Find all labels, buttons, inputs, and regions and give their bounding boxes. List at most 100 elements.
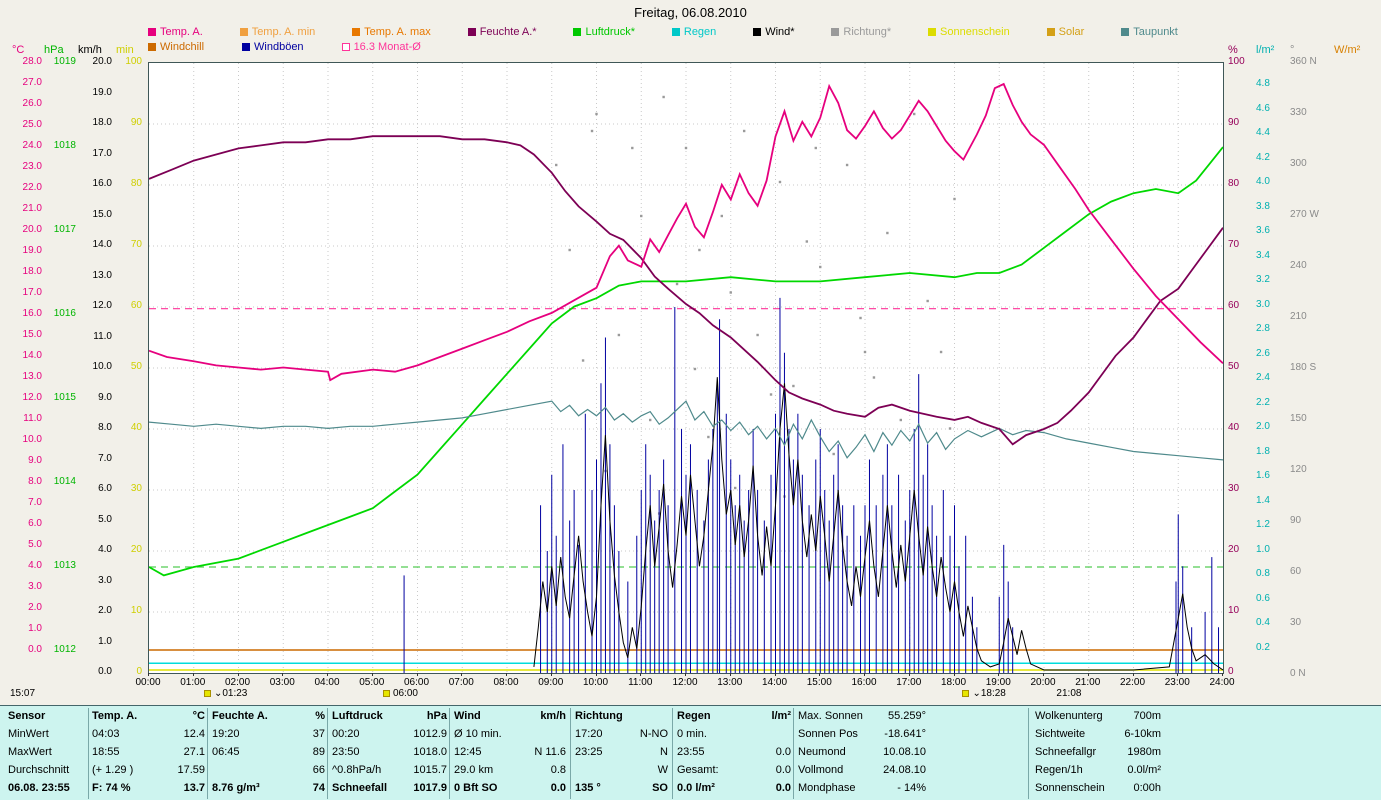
cell-right: 12.4: [183, 728, 205, 740]
axis-temp-tick: 4.0: [28, 560, 42, 571]
x-tick-mark: [1222, 673, 1223, 676]
x-tick-mark: [864, 673, 865, 676]
group-header: Regen l/m²: [677, 709, 791, 723]
axis-rain-tick: 2.0: [1256, 421, 1270, 432]
axis-rain-tick: 2.2: [1256, 396, 1270, 408]
info-label: Max. Sonnen: [798, 710, 863, 722]
axis-hpa-tick: 1013: [53, 560, 76, 571]
axis-pct-tick: 90: [1228, 117, 1240, 128]
cell-right: N: [660, 746, 668, 758]
axis-kmh-tick: 11.0: [93, 330, 112, 342]
axis-hpa-tick: 1015: [53, 392, 76, 403]
cell-left: 0.0 l/m²: [677, 782, 715, 794]
legend-item-wind: Wind*: [753, 26, 795, 38]
axis-deg-tick: 210: [1290, 311, 1307, 322]
axis-hpa-tick: 1017: [53, 224, 76, 235]
axis-kmh-tick: 16.0: [92, 178, 112, 189]
group-row: 29.0 km 0.8: [454, 763, 566, 777]
temp-a-min-swatch-icon: [239, 28, 248, 36]
sun-event-time: ⌄01:23: [213, 688, 248, 699]
axis-hpa-tick: 1018: [53, 140, 76, 151]
series-richtung-dot: [814, 146, 817, 150]
panel-separator: [672, 708, 673, 799]
x-tick-label: 02:00: [224, 677, 251, 688]
sun-event: 06:00: [382, 688, 418, 699]
series-wind-line: [533, 377, 1223, 671]
axis-temp-unit: °C: [12, 44, 25, 56]
axis-hpa-tick: 1016: [53, 308, 76, 319]
series-richtung-dot: [649, 418, 652, 422]
x-tick-mark: [1087, 673, 1089, 676]
series-richtung-dot: [675, 282, 679, 286]
x-tick-label: 23:00: [1164, 677, 1190, 688]
group-row: 23:55 0.0: [677, 745, 791, 759]
x-tick-mark: [192, 673, 194, 676]
axis-rain-tick: 3.4: [1256, 249, 1270, 261]
axis-deg-tick: 120: [1290, 464, 1307, 475]
axis-deg-tick: 270 W: [1290, 209, 1319, 220]
cell-right: 37: [312, 728, 325, 740]
x-tick-label: 20:00: [1030, 677, 1056, 688]
axis-temp-tick: 8.0: [28, 476, 42, 487]
group-unit: l/m²: [771, 710, 791, 722]
x-tick-label: 19:00: [985, 677, 1011, 688]
x-tick-mark: [237, 673, 239, 676]
axis-temp-tick: 20.0: [22, 224, 42, 235]
summary-group-temp-a-: Temp. A. °C 04:03 12.4 18:55 27.1 (+ 1.29 ) 17.…: [92, 706, 205, 800]
wind-swatch-icon: [753, 28, 762, 36]
axis-pct-tick: 30: [1228, 483, 1240, 494]
axis-pct-tick: 70: [1228, 239, 1240, 250]
axis-kmh-tick: 5.0: [98, 513, 112, 525]
x-tick-label: 18:00: [940, 677, 967, 688]
cell-left: (+ 1.29 ): [92, 764, 134, 776]
axis-temp-tick: 24.0: [22, 140, 42, 151]
group-unit: km/h: [540, 710, 566, 722]
series-richtung-dot: [859, 316, 862, 320]
x-tick-mark: [461, 673, 463, 676]
x-tick-label: 15:00: [806, 677, 832, 688]
series-richtung-dot: [720, 214, 723, 218]
cell-right: 13.7: [183, 782, 205, 794]
axis-rain-tick: 4.4: [1256, 127, 1270, 138]
row-label: 06.08. 23:55: [8, 781, 84, 795]
series-richtung-dot: [953, 197, 956, 201]
x-tick-label: 04:00: [314, 677, 340, 688]
x-tick-mark: [327, 673, 328, 676]
axis-hpa-tick: 1014: [53, 476, 76, 487]
x-tick-mark: [595, 673, 597, 676]
axis-kmh-tick: 12.0: [92, 300, 112, 311]
axis-pct-tick: 0: [1228, 666, 1234, 677]
cell-right: 89: [312, 746, 325, 758]
sun-icon: [203, 690, 211, 697]
cell-left: 00:20: [332, 728, 360, 740]
cell-right: 0.0: [550, 782, 566, 794]
legend-item-temp-a: Temp. A.: [148, 26, 203, 38]
axis-deg-tick: 0 N: [1290, 668, 1306, 679]
row-label-text: Sensor: [8, 710, 46, 722]
info-label: Neumond: [798, 746, 846, 758]
series-richtung-dot: [662, 95, 665, 99]
summary-info-2: Wolkenunterg 700m Sichtweite 6-10km Schneefa…: [1035, 706, 1161, 800]
legend-item-windchill: Windchill: [148, 41, 204, 53]
axis-min-tick: 50: [130, 361, 142, 372]
summary-group-wind: Wind km/h Ø 10 min. 12:45 N 11.6 29.0 km 0.8 0 …: [454, 706, 566, 800]
info-label: Vollmond: [798, 764, 844, 776]
panel-separator: [793, 708, 794, 799]
axis-temp-tick: 26.0: [22, 98, 42, 109]
series-richtung-dot: [729, 291, 732, 294]
group-name: Wind: [454, 710, 481, 722]
group-row: (+ 1.29 ) 17.59: [92, 763, 205, 777]
info-value: -18.641°: [884, 728, 926, 740]
group-header: Temp. A. °C: [92, 709, 205, 723]
series-feuchte-line: [149, 135, 1223, 446]
axis-temp-tick: 14.0: [22, 350, 42, 361]
axis-deg-tick: 180 S: [1290, 362, 1317, 373]
axis-kmh-tick: 15.0: [92, 208, 112, 220]
row-label-text: MinWert: [8, 728, 49, 740]
legend-label: Temp. A. min: [251, 26, 316, 38]
axis-temp-tick: 5.0: [28, 539, 42, 550]
sun-icon: [382, 690, 390, 697]
panel-separator: [207, 708, 208, 799]
legend-item-temp-a-max: Temp. A. max: [352, 26, 431, 38]
legend-item-solar: Solar: [1046, 26, 1084, 38]
